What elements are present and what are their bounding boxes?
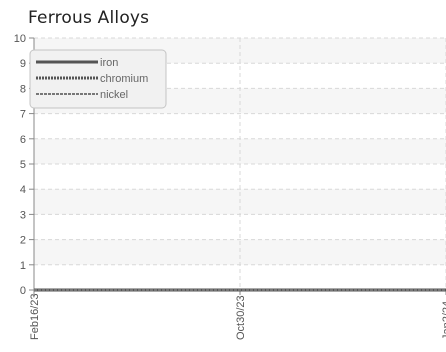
y-tick-label: 6 bbox=[20, 134, 26, 146]
y-tick-label: 3 bbox=[20, 209, 26, 221]
x-tick-label: Jan2/24 bbox=[441, 301, 446, 340]
y-tick-label: 5 bbox=[20, 159, 26, 171]
y-tick-label: 10 bbox=[14, 33, 26, 45]
y-tick-label: 4 bbox=[20, 184, 26, 196]
y-tick-label: 0 bbox=[20, 285, 26, 297]
y-tick-label: 7 bbox=[20, 109, 26, 121]
legend-label-iron: iron bbox=[100, 57, 118, 69]
y-tick-label: 1 bbox=[20, 260, 26, 272]
legend-label-chromium: chromium bbox=[100, 73, 148, 85]
y-tick-label: 9 bbox=[20, 58, 26, 70]
x-tick-label: Feb16/23 bbox=[29, 294, 41, 340]
x-tick-label: Oct30/23 bbox=[235, 295, 247, 340]
legend-label-nickel: nickel bbox=[100, 89, 128, 101]
y-tick-label: 8 bbox=[20, 83, 26, 95]
chart-title: Ferrous Alloys bbox=[28, 8, 150, 28]
y-tick-label: 2 bbox=[20, 235, 26, 247]
